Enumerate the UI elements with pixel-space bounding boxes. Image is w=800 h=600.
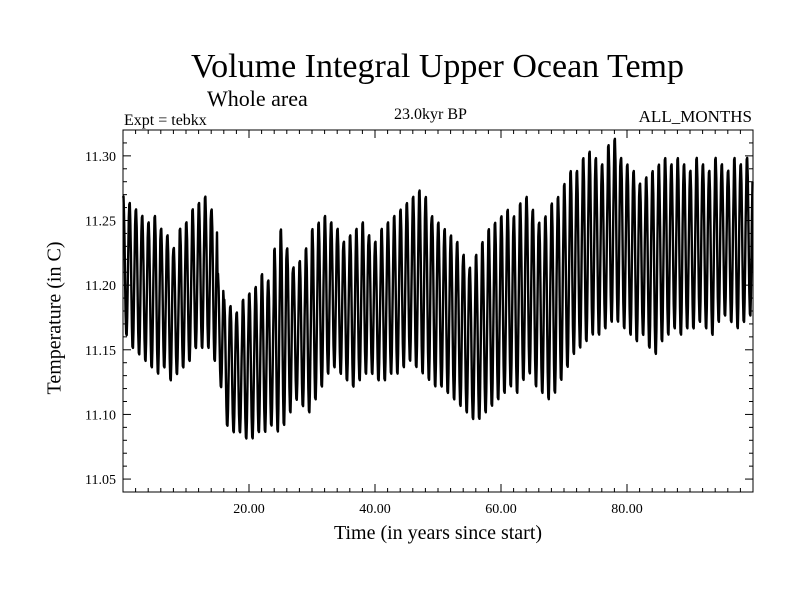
series-line [121,137,754,440]
x-tick-label: 60.00 [485,502,517,517]
y-tick-label: 11.15 [85,344,116,359]
y-tick-label: 11.05 [85,473,116,488]
x-tick-label: 20.00 [233,502,265,517]
y-tick-label: 11.10 [85,408,116,423]
period-label: 23.0kyr BP [394,106,467,123]
chart-title: Volume Integral Upper Ocean Temp [191,48,684,85]
y-tick-label: 11.25 [85,215,116,230]
y-tick-label: 11.30 [85,150,116,165]
x-tick-label: 40.00 [359,502,391,517]
x-tick-label: 80.00 [611,502,643,517]
experiment-label: Expt = tebkx [124,112,207,129]
x-axis-label: Time (in years since start) [333,522,543,544]
y-tick-label: 11.20 [85,279,116,294]
months-label: ALL_MONTHS [638,107,752,126]
chart-subtitle: Whole area [207,86,308,111]
